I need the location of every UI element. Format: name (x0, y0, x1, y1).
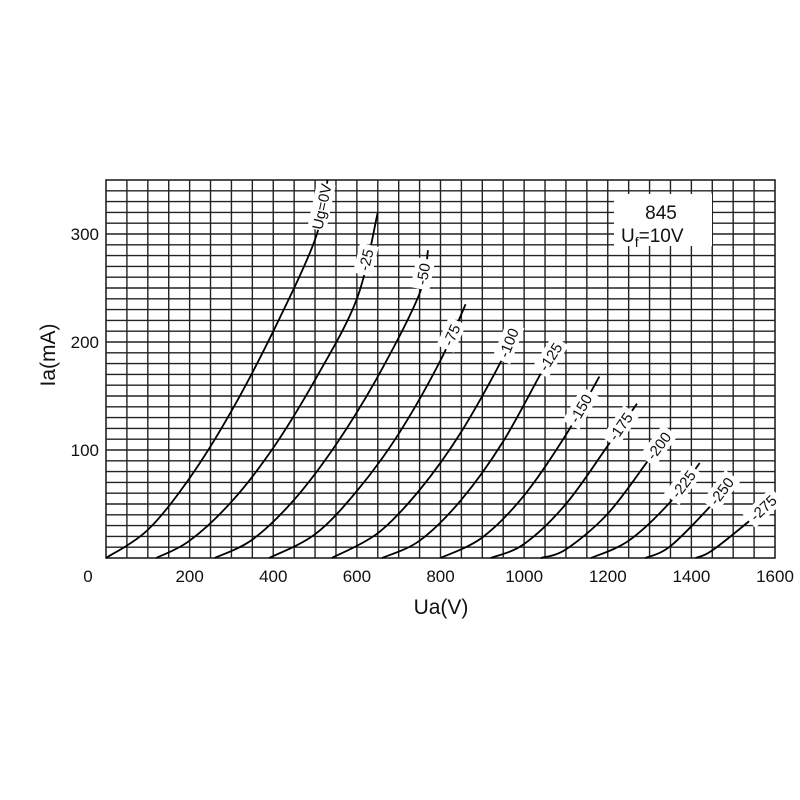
curve-label: -100 (492, 321, 525, 365)
curve-series (105, 179, 329, 559)
x-tick-label: 400 (259, 567, 287, 586)
curve-label-text: -25 (356, 247, 378, 272)
y-axis-label: Ia(mA) (37, 324, 60, 387)
x-tick-label: 1600 (756, 567, 794, 586)
x-tick-label: 0 (83, 567, 92, 586)
curve-label-text: -50 (413, 262, 434, 287)
curve-label: -150 (562, 386, 599, 430)
x-tick-label: 200 (175, 567, 203, 586)
curve-series (155, 212, 379, 559)
curve-label: -225 (663, 462, 703, 506)
x-tick-labels: 0 200 400 600 800 1000 1200 1400 1600 (83, 567, 794, 586)
tube-info-box: 845 Uf=10V (614, 194, 712, 250)
curve-label: -25 (352, 242, 379, 277)
y-tick-label: 200 (71, 333, 99, 352)
y-tick-label: 300 (71, 225, 99, 244)
filament-voltage: Uf=10V (621, 226, 684, 250)
curve-label: -250 (702, 469, 741, 513)
curve-label: Ug=0V (307, 181, 336, 232)
curve-series (214, 250, 429, 559)
x-tick-label: 800 (426, 567, 454, 586)
y-tick-label: 100 (71, 441, 99, 460)
curve-label: -50 (410, 257, 436, 291)
curve-series (268, 303, 467, 559)
x-tick-label: 1000 (505, 567, 543, 586)
x-tick-label: 1400 (672, 567, 710, 586)
y-tick-labels: 100 200 300 (71, 225, 99, 460)
x-tick-label: 600 (343, 567, 371, 586)
x-axis-label: Ua(V) (414, 596, 469, 619)
tube-type-title: 845 (645, 203, 677, 224)
curve-series (331, 325, 517, 559)
x-tick-label: 1200 (589, 567, 627, 586)
